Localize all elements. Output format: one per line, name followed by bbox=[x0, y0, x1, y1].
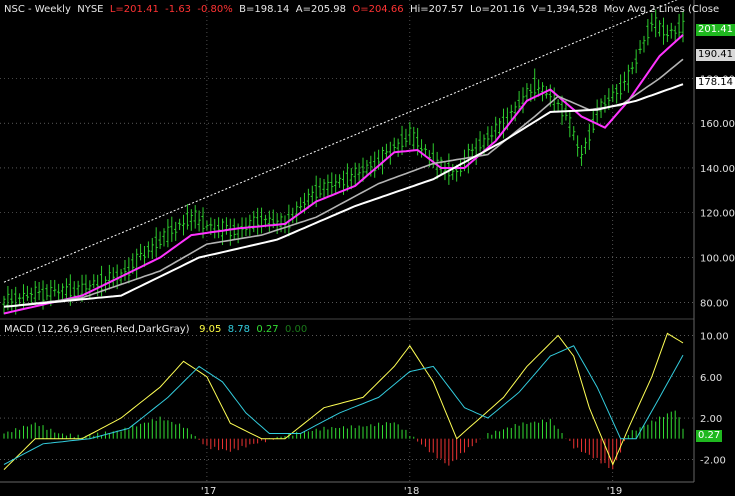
macd-header: MACD (12,26,9,Green,Red,DarkGray) 9.05 8… bbox=[4, 324, 307, 335]
time-tick-label: '18 bbox=[404, 486, 419, 496]
pct-change: -0.80% bbox=[197, 4, 233, 15]
price-header: NSC - Weekly NYSE L=201.41 -1.63 -0.80% … bbox=[4, 4, 719, 15]
macd-value: 9.05 bbox=[199, 324, 222, 335]
macd-line bbox=[3, 332, 684, 470]
macd-histogram-badge: 0.27 bbox=[696, 429, 723, 442]
last-price-badge: 201.41 bbox=[696, 24, 735, 37]
histogram-value: 0.27 bbox=[256, 324, 279, 335]
low-price: Lo=201.16 bbox=[469, 4, 525, 15]
time-tick-label: '19 bbox=[607, 486, 622, 496]
resistance-trendline bbox=[3, 0, 678, 283]
price-tick-label: 80.00 bbox=[700, 298, 729, 309]
macd-tick-label: 6.00 bbox=[700, 373, 722, 384]
symbol-label: NSC - Weekly bbox=[4, 4, 71, 15]
price-tick-label: 160.00 bbox=[700, 119, 735, 130]
exchange-label: NYSE bbox=[77, 4, 104, 15]
ma-fast-line bbox=[3, 34, 684, 315]
ma-mid-line bbox=[3, 58, 684, 308]
volume: V=1,394,528 bbox=[531, 4, 598, 15]
macd-label: MACD (12,26,9,Green,Red,DarkGray) bbox=[4, 324, 190, 335]
macd-tick-label: -2.00 bbox=[700, 455, 726, 466]
macd-tick-label: 10.00 bbox=[700, 331, 729, 342]
last-price: L=201.41 bbox=[109, 4, 159, 15]
price-tick-label: 100.00 bbox=[700, 254, 735, 265]
ask-price: A=205.98 bbox=[295, 4, 346, 15]
ma-slow-badge: 178.14 bbox=[696, 76, 735, 89]
bid-price: B=198.14 bbox=[239, 4, 290, 15]
study-label: Mov Avg 2 Lines (Close bbox=[603, 4, 720, 15]
time-tick-label: '17 bbox=[201, 486, 216, 496]
ma-mid-badge: 190.41 bbox=[696, 49, 735, 62]
price-tick-label: 120.00 bbox=[700, 209, 735, 220]
price-tick-label: 140.00 bbox=[700, 164, 735, 175]
high-price: Hi=207.57 bbox=[409, 4, 464, 15]
macd-tick-label: 2.00 bbox=[700, 414, 722, 425]
signal-value: 8.78 bbox=[227, 324, 251, 335]
net-change: -1.63 bbox=[165, 4, 192, 15]
open-price: O=204.66 bbox=[352, 4, 404, 15]
ma-slow-line bbox=[3, 83, 684, 308]
zero-value: 0.00 bbox=[285, 324, 308, 335]
signal-line bbox=[3, 345, 684, 465]
